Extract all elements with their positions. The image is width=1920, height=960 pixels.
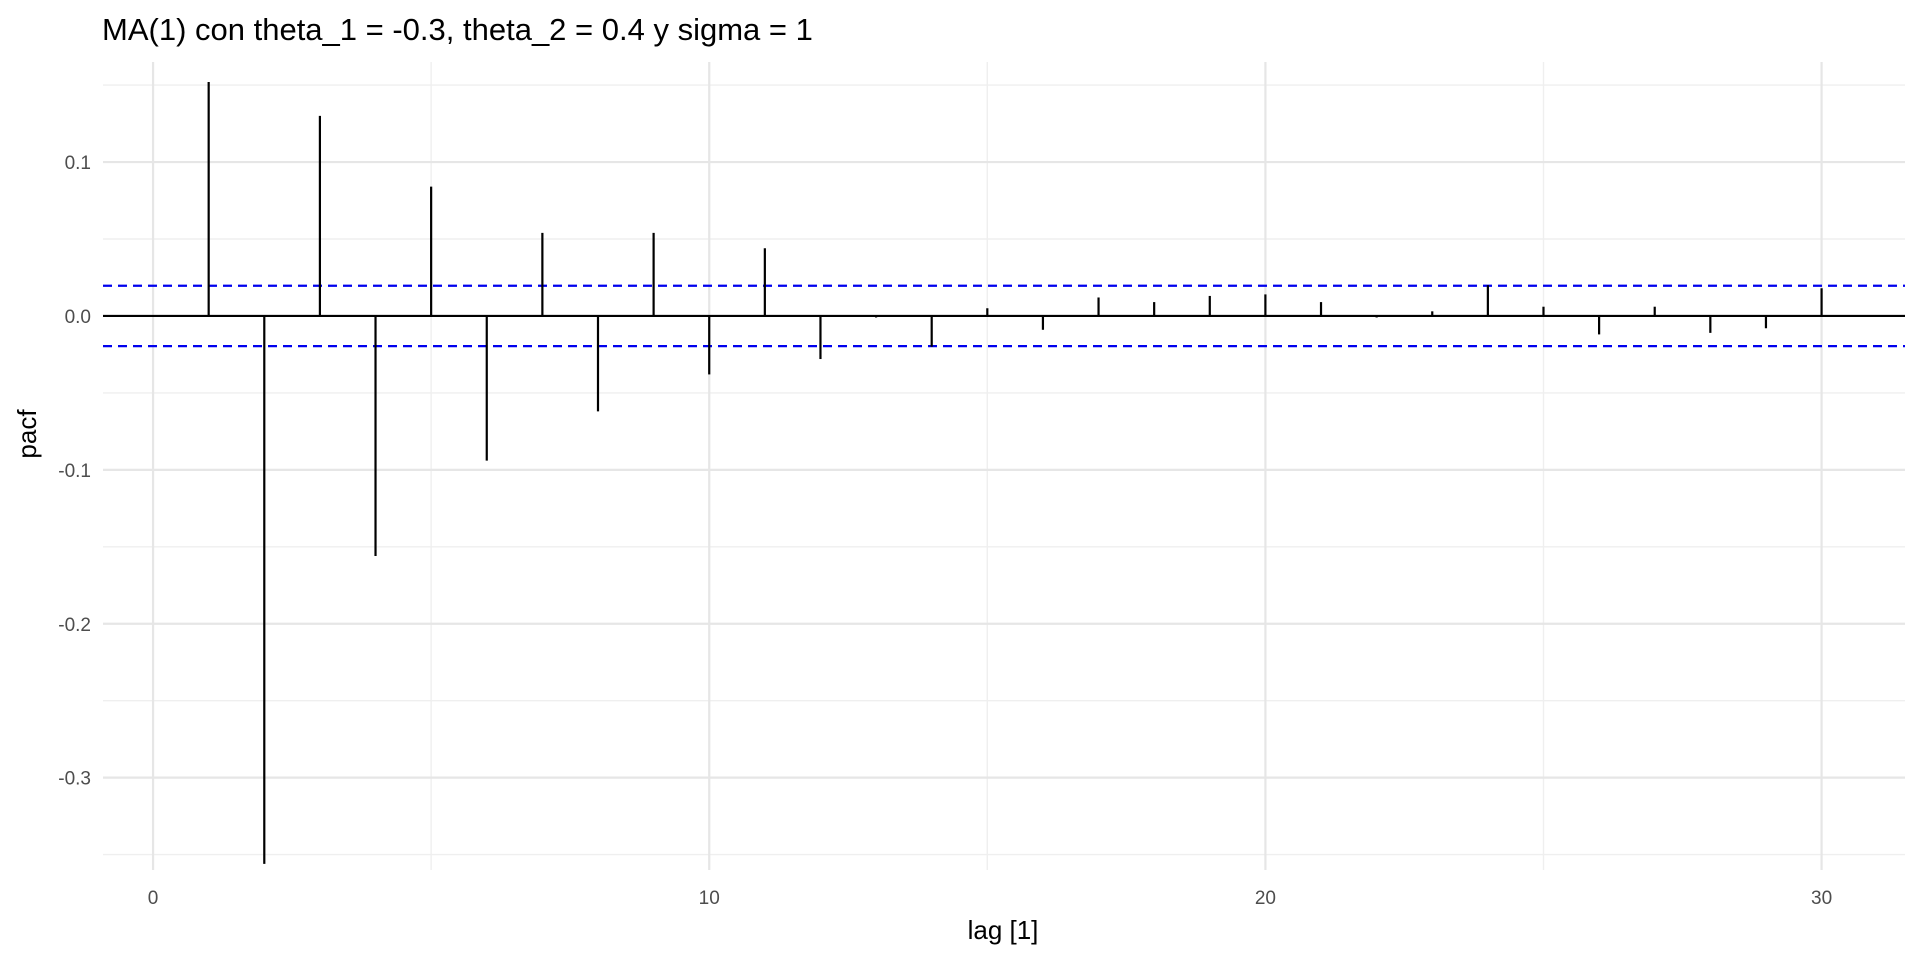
x-tick-label: 20 [1255,888,1276,909]
x-tick-label: 0 [148,888,159,909]
chart-title: MA(1) con theta_1 = -0.3, theta_2 = 0.4 … [102,12,813,47]
x-axis-title: lag [1] [968,915,1039,945]
y-tick-label: -0.3 [58,769,91,790]
confidence-bounds [103,284,1905,348]
x-tick-label: 10 [699,888,720,909]
y-axis-title: pacf [12,409,42,459]
y-tick-label: 0.1 [65,153,91,174]
y-axis-ticks: 0.1 0.0 -0.1 -0.2 -0.3 [58,153,91,790]
y-tick-label: 0.0 [65,307,91,328]
pacf-spikes [207,82,1823,864]
y-tick-label: -0.1 [58,461,91,482]
x-axis-ticks: 0 10 20 30 [148,888,1832,909]
y-tick-label: -0.2 [58,615,91,636]
x-tick-label: 30 [1811,888,1832,909]
grid [103,62,1905,870]
